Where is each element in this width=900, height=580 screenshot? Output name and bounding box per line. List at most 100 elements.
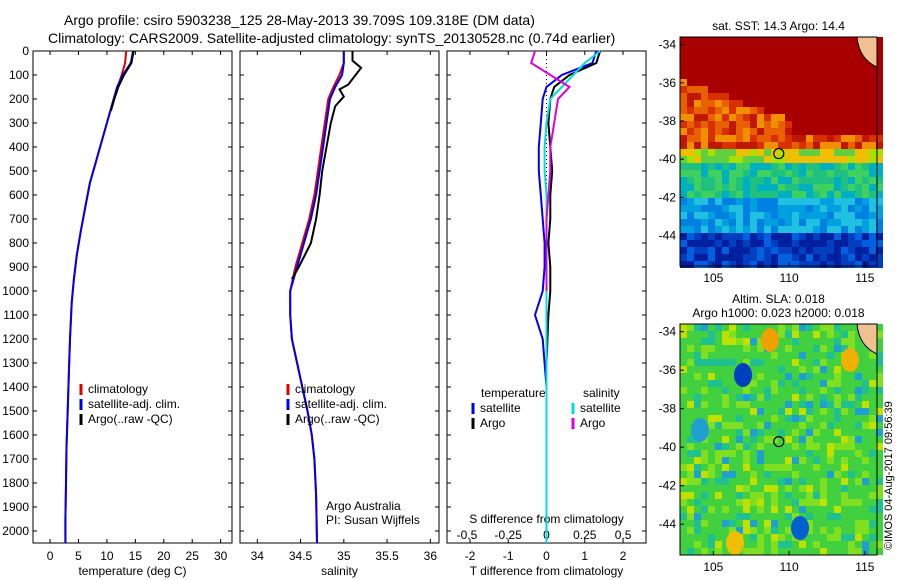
map-cell <box>806 457 813 464</box>
map-cell <box>743 387 750 394</box>
map-cell <box>736 79 743 86</box>
map-cell <box>771 359 778 366</box>
map-cell <box>757 79 764 86</box>
map-cell <box>694 219 701 226</box>
map-cell <box>729 233 736 240</box>
map-cell <box>876 247 883 254</box>
map-cell <box>876 100 883 107</box>
map-cell <box>750 548 757 555</box>
map-cell <box>736 520 743 527</box>
map-cell <box>876 240 883 247</box>
map-cell <box>862 457 869 464</box>
map-cell <box>813 142 820 149</box>
map-cell <box>771 366 778 373</box>
map-cell <box>862 107 869 114</box>
map-cell <box>736 212 743 219</box>
map-cell <box>862 191 869 198</box>
map-cell <box>785 261 792 268</box>
map-cell <box>743 177 750 184</box>
map-cell <box>757 338 764 345</box>
map-cell <box>841 205 848 212</box>
map-cell <box>813 219 820 226</box>
map-cell <box>876 177 883 184</box>
map-cell <box>694 51 701 58</box>
map-cell <box>834 471 841 478</box>
map-cell <box>855 457 862 464</box>
map-cell <box>820 135 827 142</box>
map-cell <box>694 142 701 149</box>
map-cell <box>813 226 820 233</box>
map-cell <box>855 527 862 534</box>
map-cell <box>701 93 708 100</box>
map-cell <box>785 191 792 198</box>
map-cell <box>708 205 715 212</box>
y-tick-label: 1200 <box>2 332 29 346</box>
map-cell <box>799 464 806 471</box>
map-cell <box>750 44 757 51</box>
annotation-line2: PI: Susan Wijffels <box>326 513 420 527</box>
map-cell <box>785 114 792 121</box>
map-cell <box>785 429 792 436</box>
map-cell <box>750 72 757 79</box>
map-cell <box>750 331 757 338</box>
map-cell <box>827 93 834 100</box>
map-cell <box>687 541 694 548</box>
map-cell <box>876 394 883 401</box>
map-cell <box>848 408 855 415</box>
map-cell <box>771 401 778 408</box>
map-cell <box>722 86 729 93</box>
map-cell <box>792 226 799 233</box>
map-cell <box>694 548 701 555</box>
map-cell <box>834 457 841 464</box>
map-cell <box>694 44 701 51</box>
map-cell <box>701 380 708 387</box>
map-cell <box>848 44 855 51</box>
map-cell <box>743 72 750 79</box>
map-cell <box>764 408 771 415</box>
map-cell <box>722 387 729 394</box>
map-cell <box>680 205 687 212</box>
map-cell <box>869 121 876 128</box>
map-cell <box>848 128 855 135</box>
map-cell <box>785 100 792 107</box>
map-cell <box>813 380 820 387</box>
map-cell <box>876 534 883 541</box>
map-cell <box>827 51 834 58</box>
map-cell <box>813 79 820 86</box>
map-cell <box>813 513 820 520</box>
map-cell <box>715 401 722 408</box>
map-cell <box>680 359 687 366</box>
map-cell <box>848 485 855 492</box>
map-cell <box>862 142 869 149</box>
map-cell <box>848 338 855 345</box>
map-cell <box>708 44 715 51</box>
map-cell <box>841 520 848 527</box>
map-frame <box>679 323 878 556</box>
map-cell <box>813 156 820 163</box>
map-cell <box>848 170 855 177</box>
map-cell <box>708 100 715 107</box>
map-cell <box>701 114 708 121</box>
map-cell <box>869 79 876 86</box>
map-cell <box>834 135 841 142</box>
map-cell <box>799 128 806 135</box>
map-cell <box>771 506 778 513</box>
map-cell <box>813 58 820 65</box>
map-cell <box>855 394 862 401</box>
map-cell <box>792 240 799 247</box>
map-cell <box>736 359 743 366</box>
map-cell <box>834 219 841 226</box>
map-cell <box>771 520 778 527</box>
map-cell <box>694 261 701 268</box>
map-cell <box>680 443 687 450</box>
map-cell <box>687 366 694 373</box>
map-cell <box>729 345 736 352</box>
sla-eddy <box>726 531 744 555</box>
map-cell <box>701 345 708 352</box>
map-cell <box>729 156 736 163</box>
map-cell <box>855 142 862 149</box>
map-cell <box>855 247 862 254</box>
map-cell <box>771 135 778 142</box>
map-cell <box>708 422 715 429</box>
map-cell <box>743 401 750 408</box>
